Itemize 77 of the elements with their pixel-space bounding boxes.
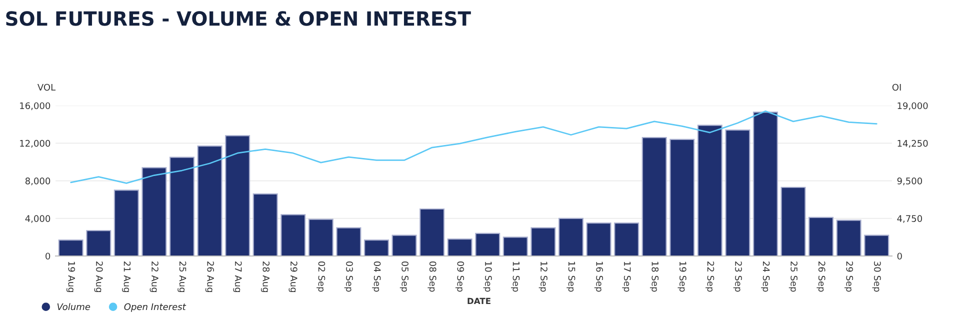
y2-tick-label: 0	[897, 252, 902, 260]
bar	[808, 216, 834, 256]
legend-label: Open Interest	[124, 303, 186, 312]
bar	[836, 220, 862, 256]
x-tick-label: 28 Aug	[260, 262, 270, 292]
x-tick-label: 23 Sep	[733, 262, 742, 292]
x-tick-label: 29 Aug	[288, 262, 298, 292]
x-tick-label: 24 Sep	[761, 262, 770, 292]
bar	[86, 230, 112, 256]
y2-tick-label: 14,250	[898, 140, 928, 148]
x-tick-label: 17 Sep	[622, 262, 631, 292]
bar	[530, 227, 556, 256]
y-axis-title: VOL	[37, 84, 56, 91]
y-tick-label: 4,000	[25, 215, 50, 223]
y2-tick-label: 19,000	[898, 102, 928, 110]
x-tick-label: 19 Aug	[66, 262, 76, 292]
x-tick-label: 20 Aug	[94, 262, 103, 292]
bar	[864, 234, 890, 256]
bar	[752, 112, 778, 256]
bar	[252, 193, 278, 256]
bar	[780, 186, 806, 256]
bar	[336, 227, 362, 256]
x-tick-label: 26 Aug	[205, 262, 214, 292]
y-tick-label: 12,000	[20, 140, 50, 148]
bar	[420, 208, 445, 256]
x-tick-label: 30 Sep	[872, 262, 881, 292]
bar	[280, 214, 306, 256]
x-tick-label: 12 Sep	[538, 262, 548, 292]
x-tick-label: 15 Sep	[566, 262, 576, 292]
chart-title: SOL FUTURES - VOLUME & OPEN INTEREST	[6, 11, 471, 26]
x-tick-label: 11 Sep	[511, 262, 520, 292]
x-tick-label: 19 Sep	[678, 262, 686, 292]
x-tick-label: 22 Sep	[706, 262, 714, 292]
x-tick-label: 08 Sep	[428, 261, 436, 292]
x-tick-label: 22 Aug	[150, 262, 158, 292]
y2-tick-label: 4,750	[897, 215, 922, 223]
bar	[364, 239, 389, 256]
y-tick-label: 16,000	[20, 102, 50, 110]
y-tick-label: 0	[46, 252, 50, 260]
x-tick-label: 16 Sep	[594, 262, 603, 292]
bar	[308, 218, 334, 256]
bar	[114, 190, 139, 256]
bar	[142, 167, 167, 256]
bar	[502, 236, 528, 256]
x-tick-label: 04 Sep	[372, 261, 381, 292]
bar	[614, 222, 640, 256]
bar	[697, 124, 722, 256]
bar	[58, 239, 84, 256]
x-axis-title: DATE	[468, 298, 490, 304]
x-tick-label: 02 Sep	[316, 261, 326, 292]
line-series	[70, 110, 878, 184]
y2-tick-label: 9,500	[897, 178, 922, 186]
x-tick-label: 27 Aug	[233, 262, 242, 292]
bar	[558, 218, 584, 256]
bar	[197, 145, 222, 256]
x-tick-label: 21 Aug	[122, 262, 131, 292]
bar	[392, 234, 417, 256]
y2-axis-title: OI	[892, 84, 901, 91]
x-tick-label: 05 Sep	[400, 261, 408, 292]
x-tick-label: 29 Sep	[844, 262, 854, 292]
x-tick-label: 09 Sep	[455, 261, 464, 292]
x-tick-label: 25 Aug	[178, 262, 186, 292]
bar	[642, 137, 667, 256]
x-tick-label: 10 Sep	[483, 262, 492, 292]
bar	[670, 138, 695, 256]
legend-label: Volume	[57, 303, 90, 310]
bar	[447, 238, 472, 256]
x-tick-label: 26 Sep	[816, 262, 826, 292]
bar	[225, 135, 250, 256]
x-tick-label: 03 Sep	[344, 261, 353, 292]
y-tick-label: 8,000	[25, 178, 50, 186]
bar	[725, 129, 750, 256]
bar	[169, 156, 194, 256]
x-tick-label: 25 Sep	[788, 262, 798, 292]
bar	[475, 232, 500, 256]
x-tick-label: 18 Sep	[650, 262, 659, 292]
bar	[586, 222, 612, 256]
